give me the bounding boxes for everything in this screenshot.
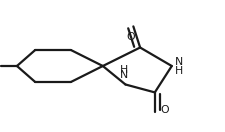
- Text: N: N: [174, 57, 183, 67]
- Text: H: H: [120, 65, 128, 75]
- Text: O: O: [126, 32, 135, 42]
- Text: H: H: [174, 66, 183, 76]
- Text: N: N: [120, 70, 128, 80]
- Text: O: O: [160, 105, 168, 115]
